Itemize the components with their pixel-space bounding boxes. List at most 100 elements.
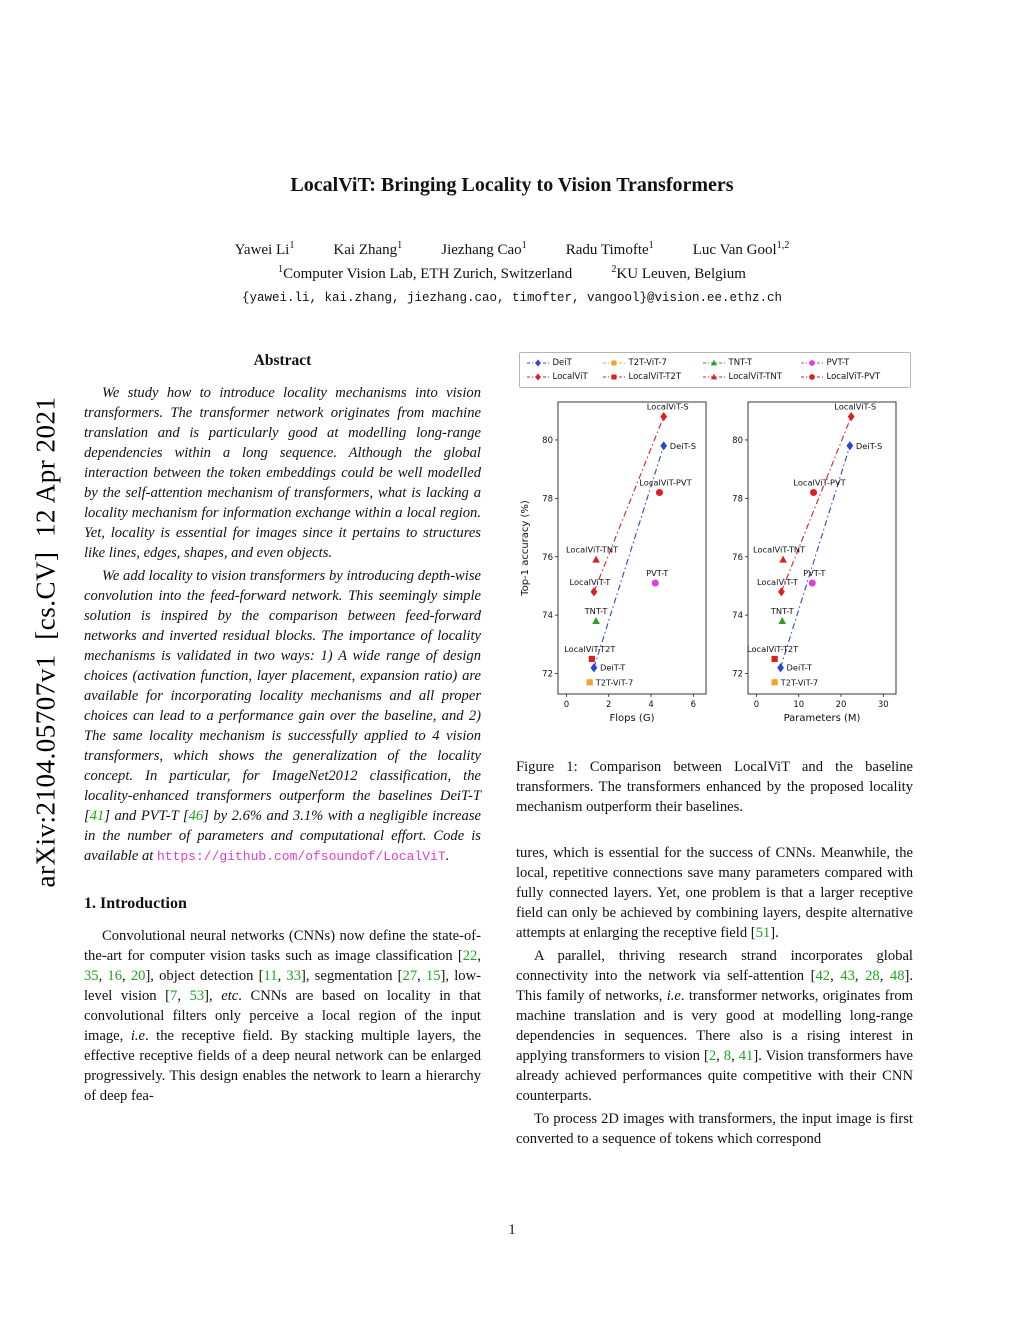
text-span: , — [879, 968, 890, 984]
text-span: , — [716, 1048, 724, 1064]
legend-item-pvt-t: PVT-T — [800, 356, 904, 370]
svg-text:78: 78 — [732, 494, 743, 504]
arxiv-watermark: arXiv:2104.05707v1 [cs.CV] 12 Apr 2021 — [30, 396, 61, 888]
svg-text:TNT-T: TNT-T — [584, 606, 609, 616]
legend-item-localvit-t2t: LocalViT-T2T — [602, 370, 702, 384]
text-span: ]. Vision transformers have already achi… — [516, 1048, 913, 1104]
section-heading-introduction: 1. Introduction — [84, 895, 187, 912]
text-span: , — [417, 968, 426, 984]
svg-text:PVT-T: PVT-T — [803, 568, 826, 578]
body-paragraph-2: A parallel, thriving research strand inc… — [516, 946, 913, 1106]
svg-text:72: 72 — [542, 670, 553, 680]
text-span: , — [177, 988, 190, 1004]
citation-ref[interactable]: 33 — [286, 968, 301, 984]
affiliations-line: 1Computer Vision Lab, ETH Zurich, Switze… — [0, 264, 1024, 283]
text-span: To process 2D images with transformers, … — [516, 1111, 913, 1147]
svg-text:74: 74 — [542, 611, 553, 621]
text-span: ] by 2.6% and 3.1% with a negligible inc… — [84, 808, 481, 864]
citation-ref[interactable]: 16 — [107, 968, 123, 984]
legend-label: PVT-T — [826, 358, 850, 368]
svg-text:DeiT-T: DeiT-T — [600, 663, 626, 673]
svg-text:LocalViT-TNT: LocalViT-TNT — [566, 545, 619, 555]
figure1-chart-svg: 72 74 76 78 80 0 2 4 6 Flops (G) Top-1 accuracy (%… — [520, 401, 897, 724]
citation-ref[interactable]: 53 — [189, 988, 205, 1004]
svg-text:0: 0 — [564, 700, 569, 710]
legend-item-t2t-vit-7: T2T-ViT-7 — [602, 356, 702, 370]
legend-item-localvit-pvt: LocalViT-PVT — [800, 370, 904, 384]
svg-text:LocalViT-PVT: LocalViT-PVT — [639, 478, 692, 488]
svg-text:76: 76 — [732, 553, 743, 563]
left-column: Abstract We study how to introduce local… — [84, 352, 481, 1109]
citation-ref[interactable]: 7 — [170, 988, 178, 1004]
citation-ref[interactable]: 11 — [263, 968, 278, 984]
text-span: 1 — [289, 240, 295, 251]
legend-label: TNT-T — [728, 358, 752, 368]
citation-ref[interactable]: 27 — [402, 968, 418, 984]
abstract-paragraph-1: We study how to introduce locality mecha… — [84, 383, 481, 563]
citation-ref[interactable]: 51 — [755, 925, 771, 941]
code-repository-link[interactable]: https://github.com/ofsoundof/LocalViT — [156, 849, 446, 864]
svg-text:LocalViT-T: LocalViT-T — [757, 577, 799, 587]
svg-text:LocalViT-S: LocalViT-S — [834, 402, 876, 412]
svg-text:LocalViT-PVT: LocalViT-PVT — [793, 478, 846, 488]
legend-item-deit: DeiT — [526, 356, 602, 370]
legend-label: DeiT — [552, 358, 572, 368]
text-span: Jiezhang Cao — [441, 242, 522, 258]
text-span: ], — [204, 988, 222, 1004]
svg-text:0: 0 — [754, 700, 759, 710]
text-span: 1,2 — [776, 240, 790, 251]
citation-ref[interactable]: 2 — [708, 1048, 717, 1064]
text-span: Kai Zhang — [333, 242, 398, 258]
legend-label: LocalViT-PVT — [826, 372, 881, 382]
text-span: ]. This family of networks, — [516, 968, 913, 1004]
svg-text:T2T-ViT-7: T2T-ViT-7 — [595, 677, 634, 687]
svg-text:10: 10 — [793, 700, 804, 710]
citation-ref[interactable]: 42 — [815, 968, 831, 984]
text-span: , — [477, 948, 481, 964]
introduction-paragraph-1: Convolutional neural networks (CNNs) now… — [84, 926, 481, 1106]
figure1-legend: DeiT T2T-ViT-7 TNT-T PVT-T LocalViT LocalViT-… — [518, 352, 911, 388]
text-span: Radu Timofte — [565, 242, 649, 258]
text-span: tures, which is essential for the succes… — [516, 845, 913, 941]
svg-text:LocalViT-T2T: LocalViT-T2T — [747, 644, 799, 654]
text-span: i.e — [130, 1028, 145, 1044]
citation-ref[interactable]: 43 — [840, 968, 855, 984]
legend-item-localvit: LocalViT — [526, 370, 602, 384]
text-span: 2 — [611, 264, 617, 275]
citation-ref[interactable]: 41 — [738, 1048, 754, 1064]
text-span: . — [445, 848, 450, 864]
svg-text:LocalViT-S: LocalViT-S — [647, 402, 689, 412]
text-span: 1 — [648, 240, 654, 251]
abstract-heading: Abstract — [253, 352, 312, 369]
text-span: ], segmentation [ — [300, 968, 403, 984]
authors-line: Yawei Li1 Kai Zhang1 Jiezhang Cao1 Radu Tim… — [0, 240, 1024, 259]
citation-ref[interactable]: 15 — [425, 968, 441, 984]
citation-ref[interactable]: 8 — [723, 1048, 732, 1064]
svg-text:80: 80 — [542, 436, 553, 446]
citation-ref[interactable]: 41 — [89, 808, 105, 824]
text-span: , — [122, 968, 131, 984]
paper-title: LocalViT: Bringing Locality to Vision Tr… — [290, 174, 734, 196]
svg-text:80: 80 — [732, 436, 743, 446]
svg-text:DeiT-T: DeiT-T — [787, 663, 813, 673]
svg-text:2: 2 — [606, 700, 611, 710]
citation-ref[interactable]: 22 — [462, 948, 478, 964]
svg-text:Top-1 accuracy (%): Top-1 accuracy (%) — [520, 500, 531, 597]
figure1: DeiT T2T-ViT-7 TNT-T PVT-T LocalViT LocalViT-… — [516, 352, 913, 817]
svg-text:DeiT-S: DeiT-S — [856, 441, 882, 451]
citation-ref[interactable]: 28 — [865, 968, 880, 984]
text-span: Computer Vision Lab, ETH Zurich, Switzer… — [283, 266, 573, 282]
text-span: , — [277, 968, 287, 984]
citation-ref[interactable]: 46 — [188, 808, 204, 824]
text-span: , — [731, 1048, 739, 1064]
citation-ref[interactable]: 48 — [889, 968, 905, 984]
svg-text:74: 74 — [732, 611, 743, 621]
citation-ref[interactable]: 20 — [130, 968, 146, 984]
text-span: i.e — [666, 988, 681, 1004]
svg-text:Parameters (M): Parameters (M) — [784, 713, 861, 724]
text-span: , — [98, 968, 108, 984]
svg-text:DeiT-S: DeiT-S — [670, 441, 696, 451]
svg-text:TNT-T: TNT-T — [770, 606, 795, 616]
text-span: 1 — [278, 264, 284, 275]
citation-ref[interactable]: 35 — [84, 968, 99, 984]
